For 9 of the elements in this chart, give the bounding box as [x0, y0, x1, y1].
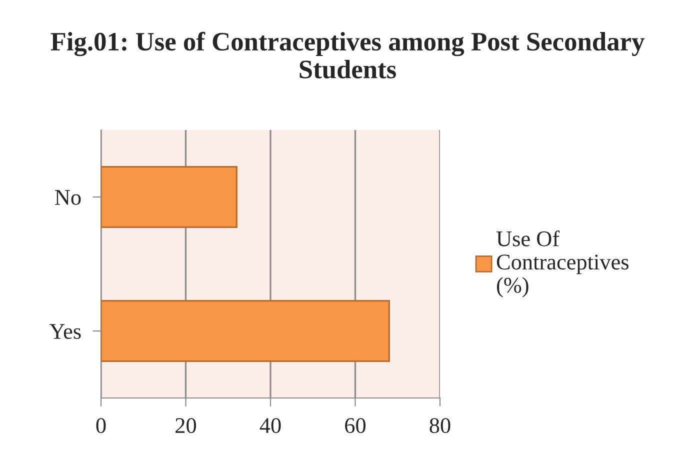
- x-tick-label: 20: [176, 418, 196, 434]
- x-tick-label: 40: [260, 418, 281, 434]
- x-tick-label: 60: [345, 418, 366, 434]
- x-tick-label: 0: [96, 418, 106, 434]
- y-tick-label: No: [55, 190, 81, 205]
- y-tick-label: Yes: [49, 324, 81, 339]
- chart-title: Fig.01: Use of Contraceptives among Post Secondary Students: [50, 32, 644, 78]
- x-tick-label: 80: [430, 418, 450, 434]
- legend-label: Use Of Contraceptives (%): [496, 230, 628, 298]
